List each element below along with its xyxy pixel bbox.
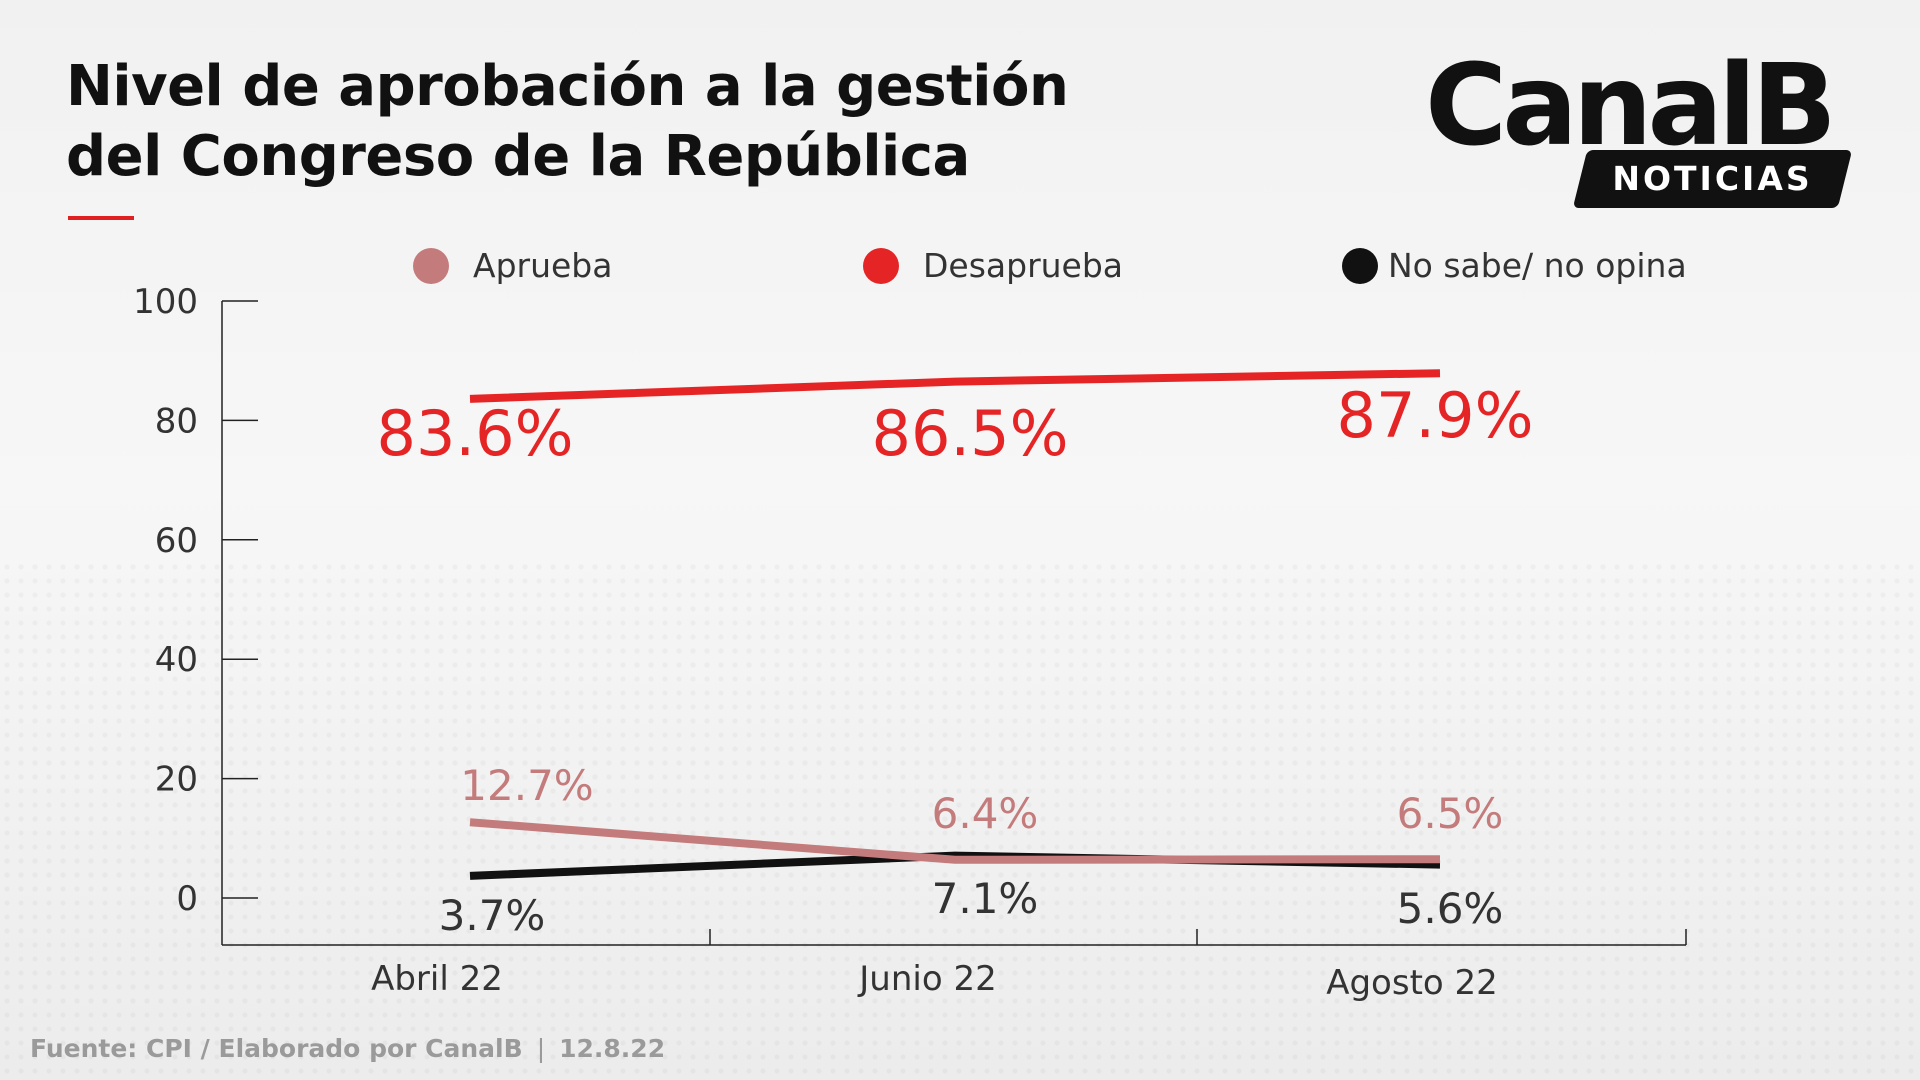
y-tick-label: 80 (155, 401, 198, 441)
x-tick-label: Abril 22 (371, 959, 503, 999)
data-label: 12.7% (460, 761, 593, 810)
data-label: 83.6% (377, 397, 574, 470)
chart-title-line-2: del Congreso de la República (66, 124, 970, 189)
legend-marker (1342, 248, 1378, 284)
chart-title-line-1: Nivel de aprobación a la gestión (66, 54, 1069, 119)
data-label: 3.7% (439, 891, 546, 940)
y-tick-label: 100 (133, 282, 198, 322)
logo-badge-text: NOTICIAS (1612, 159, 1813, 198)
footer-date: 12.8.22 (559, 1034, 666, 1063)
y-tick-label: 40 (155, 640, 198, 680)
background-pattern (0, 560, 1920, 1080)
series-line-desaprueba (469, 369, 1441, 403)
footer-separator: | (536, 1034, 546, 1063)
legend-marker (413, 248, 449, 284)
y-tick-label: 20 (155, 760, 198, 800)
footer: Fuente: CPI / Elaborado por CanalB | 12.8.… (30, 1034, 665, 1063)
footer-source: Fuente: CPI / Elaborado por CanalB (30, 1034, 523, 1063)
data-label: 86.5% (872, 397, 1069, 470)
canalb-logo: CanalB NOTICIAS (1425, 50, 1865, 220)
data-labels: 12.7% 6.4% 6.5% 83.6% 86.5% 87.9% 3.7% 7.1% 5.6% (377, 379, 1534, 940)
data-label: 6.4% (932, 789, 1039, 838)
chart-axes: 0 20 40 60 80 100 Abril 22 Junio 22 Agosto 22 (133, 282, 1687, 1003)
chart-title: Nivel de aprobación a la gestión del Con… (66, 52, 1069, 192)
title-underline (68, 216, 134, 220)
y-tick-label: 60 (155, 521, 198, 561)
logo-wordmark: CanalB (1425, 41, 1837, 171)
x-tick-label: Agosto 22 (1326, 963, 1498, 1003)
data-label: 6.5% (1397, 789, 1504, 838)
data-label: 7.1% (932, 874, 1039, 923)
chart-legend: Aprueba Desaprueba No sabe/ no opina (413, 246, 1687, 285)
legend-label: No sabe/ no opina (1388, 246, 1687, 285)
x-tick-label: Junio 22 (857, 959, 996, 999)
y-tick-label: 0 (176, 879, 198, 919)
data-label: 87.9% (1337, 379, 1534, 452)
legend-marker (863, 248, 899, 284)
series-lines (469, 369, 1441, 880)
data-label: 5.6% (1397, 884, 1504, 933)
series-line-aprueba (469, 818, 1441, 864)
legend-label: Desaprueba (923, 246, 1123, 285)
legend-label: Aprueba (473, 246, 612, 285)
